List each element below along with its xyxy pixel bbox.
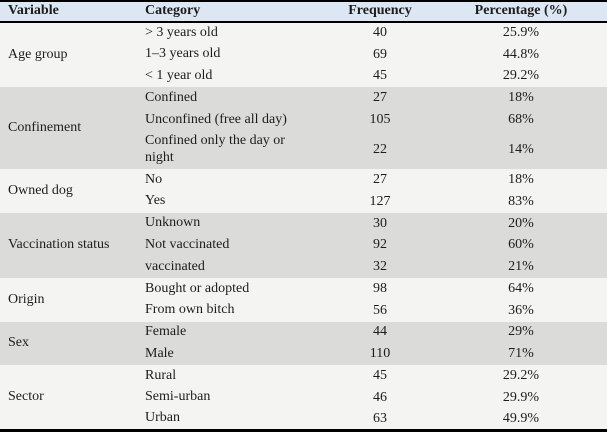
- table-body: Age group > 3 years old 40 25.9% 1–3 years o…: [0, 22, 607, 431]
- variable-cell: Sex: [8, 335, 29, 351]
- header-variable: Variable: [0, 1, 140, 23]
- frequency-cell: 98: [373, 280, 387, 296]
- category-cell: < 1 year old: [145, 68, 213, 84]
- table-row: Semi-urban 46 29.9%: [0, 386, 607, 409]
- category-cell: Unconfined (free all day): [145, 111, 287, 127]
- category-cell: From own bitch: [145, 302, 235, 318]
- frequency-cell: 30: [373, 215, 387, 231]
- percentage-cell: 60%: [508, 237, 534, 253]
- header-category: Category: [140, 1, 325, 23]
- frequency-cell: 44: [373, 324, 387, 340]
- frequency-cell: 127: [369, 193, 391, 209]
- percentage-cell: 25.9%: [502, 25, 540, 41]
- category-cell: 1–3 years old: [145, 46, 221, 62]
- category-cell: Not vaccinated: [145, 236, 230, 252]
- percentage-cell: 68%: [508, 111, 534, 127]
- frequency-cell: 110: [369, 346, 391, 362]
- frequency-cell: 63: [373, 410, 387, 426]
- category-cell: Male: [145, 345, 174, 361]
- variable-cell: Vaccination status: [8, 237, 110, 253]
- header-percentage: Percentage (%): [435, 1, 607, 23]
- table-row: From own bitch 56 36%: [0, 299, 607, 322]
- table-row: Sector Rural 45 29.2%: [0, 365, 607, 404]
- header-frequency: Frequency: [325, 1, 435, 23]
- variable-cell: Origin: [8, 291, 45, 307]
- percentage-cell: 20%: [508, 215, 534, 231]
- category-cell: Female: [145, 324, 187, 340]
- percentage-cell: 36%: [508, 302, 534, 318]
- category-cell: Confined: [145, 89, 198, 105]
- category-cell: Yes: [145, 193, 166, 209]
- frequency-cell: 92: [373, 237, 387, 253]
- percentage-cell: 14%: [508, 142, 534, 157]
- frequency-cell: 27: [373, 172, 387, 188]
- frequency-cell: 45: [373, 68, 387, 84]
- table-row: Unconfined (free all day) 105 68%: [0, 109, 607, 131]
- table-row: Male 110 71%: [0, 343, 607, 366]
- table-row: Owned dog No 27 18%: [0, 169, 607, 198]
- category-cell: Urban: [145, 410, 180, 426]
- table-row: Origin Bought or adopted 98 64%: [0, 278, 607, 307]
- percentage-cell: 71%: [508, 346, 534, 362]
- category-cell: Confined only the day or night: [145, 133, 285, 165]
- percentage-cell: 29%: [508, 324, 534, 340]
- variable-cell: Confinement: [8, 120, 82, 136]
- table-row: vaccinated 32 21%: [0, 256, 607, 279]
- category-cell: vaccinated: [145, 258, 205, 274]
- percentage-cell: 83%: [508, 193, 534, 209]
- table-row: Yes 127 83%: [0, 190, 607, 213]
- frequency-cell: 45: [373, 367, 387, 383]
- variable-cell: Sector: [8, 389, 44, 405]
- category-cell: Rural: [145, 367, 177, 383]
- frequency-cell: 32: [373, 259, 387, 275]
- frequency-cell: 46: [373, 389, 387, 405]
- percentage-cell: 18%: [508, 172, 534, 188]
- category-cell: No: [145, 171, 163, 187]
- category-cell: Bought or adopted: [145, 280, 250, 296]
- frequency-cell: 22: [373, 142, 387, 157]
- frequency-cell: 56: [373, 302, 387, 318]
- header-row: Variable Category Frequency Percentage (…: [0, 1, 607, 23]
- percentage-cell: 18%: [508, 90, 534, 106]
- percentage-cell: 64%: [508, 280, 534, 296]
- table-header: Variable Category Frequency Percentage (…: [0, 1, 607, 23]
- table-row: Not vaccinated 92 60%: [0, 234, 607, 257]
- frequency-cell: 69: [373, 46, 387, 62]
- frequency-cell: 27: [373, 90, 387, 106]
- variable-cell: Owned dog: [8, 182, 73, 198]
- category-cell: > 3 years old: [145, 24, 218, 40]
- table-row: Urban 63 49.9%: [0, 408, 607, 431]
- variable-cell: Age group: [8, 47, 68, 63]
- table-row: 1–3 years old 69 44.8%: [0, 43, 607, 66]
- percentage-cell: 29.2%: [502, 68, 540, 84]
- percentage-cell: 21%: [508, 259, 534, 275]
- frequency-cell: 40: [373, 25, 387, 41]
- percentage-cell: 44.8%: [502, 46, 540, 62]
- percentage-cell: 29.9%: [502, 389, 540, 405]
- table-row: Vaccination status Unknown 30 20%: [0, 212, 607, 252]
- category-cell: Semi-urban: [145, 389, 211, 405]
- frequency-cell: 105: [369, 111, 391, 127]
- table-row: Sex Female 44 29%: [0, 321, 607, 350]
- table-row: Age group > 3 years old 40 25.9%: [0, 22, 607, 62]
- table-row: Confinement Confined 27 18%: [0, 87, 607, 135]
- category-cell: Unknown: [145, 215, 201, 231]
- percentage-cell: 49.9%: [502, 410, 540, 426]
- percentage-cell: 29.2%: [502, 367, 540, 383]
- table-row: < 1 year old 45 29.2%: [0, 65, 607, 88]
